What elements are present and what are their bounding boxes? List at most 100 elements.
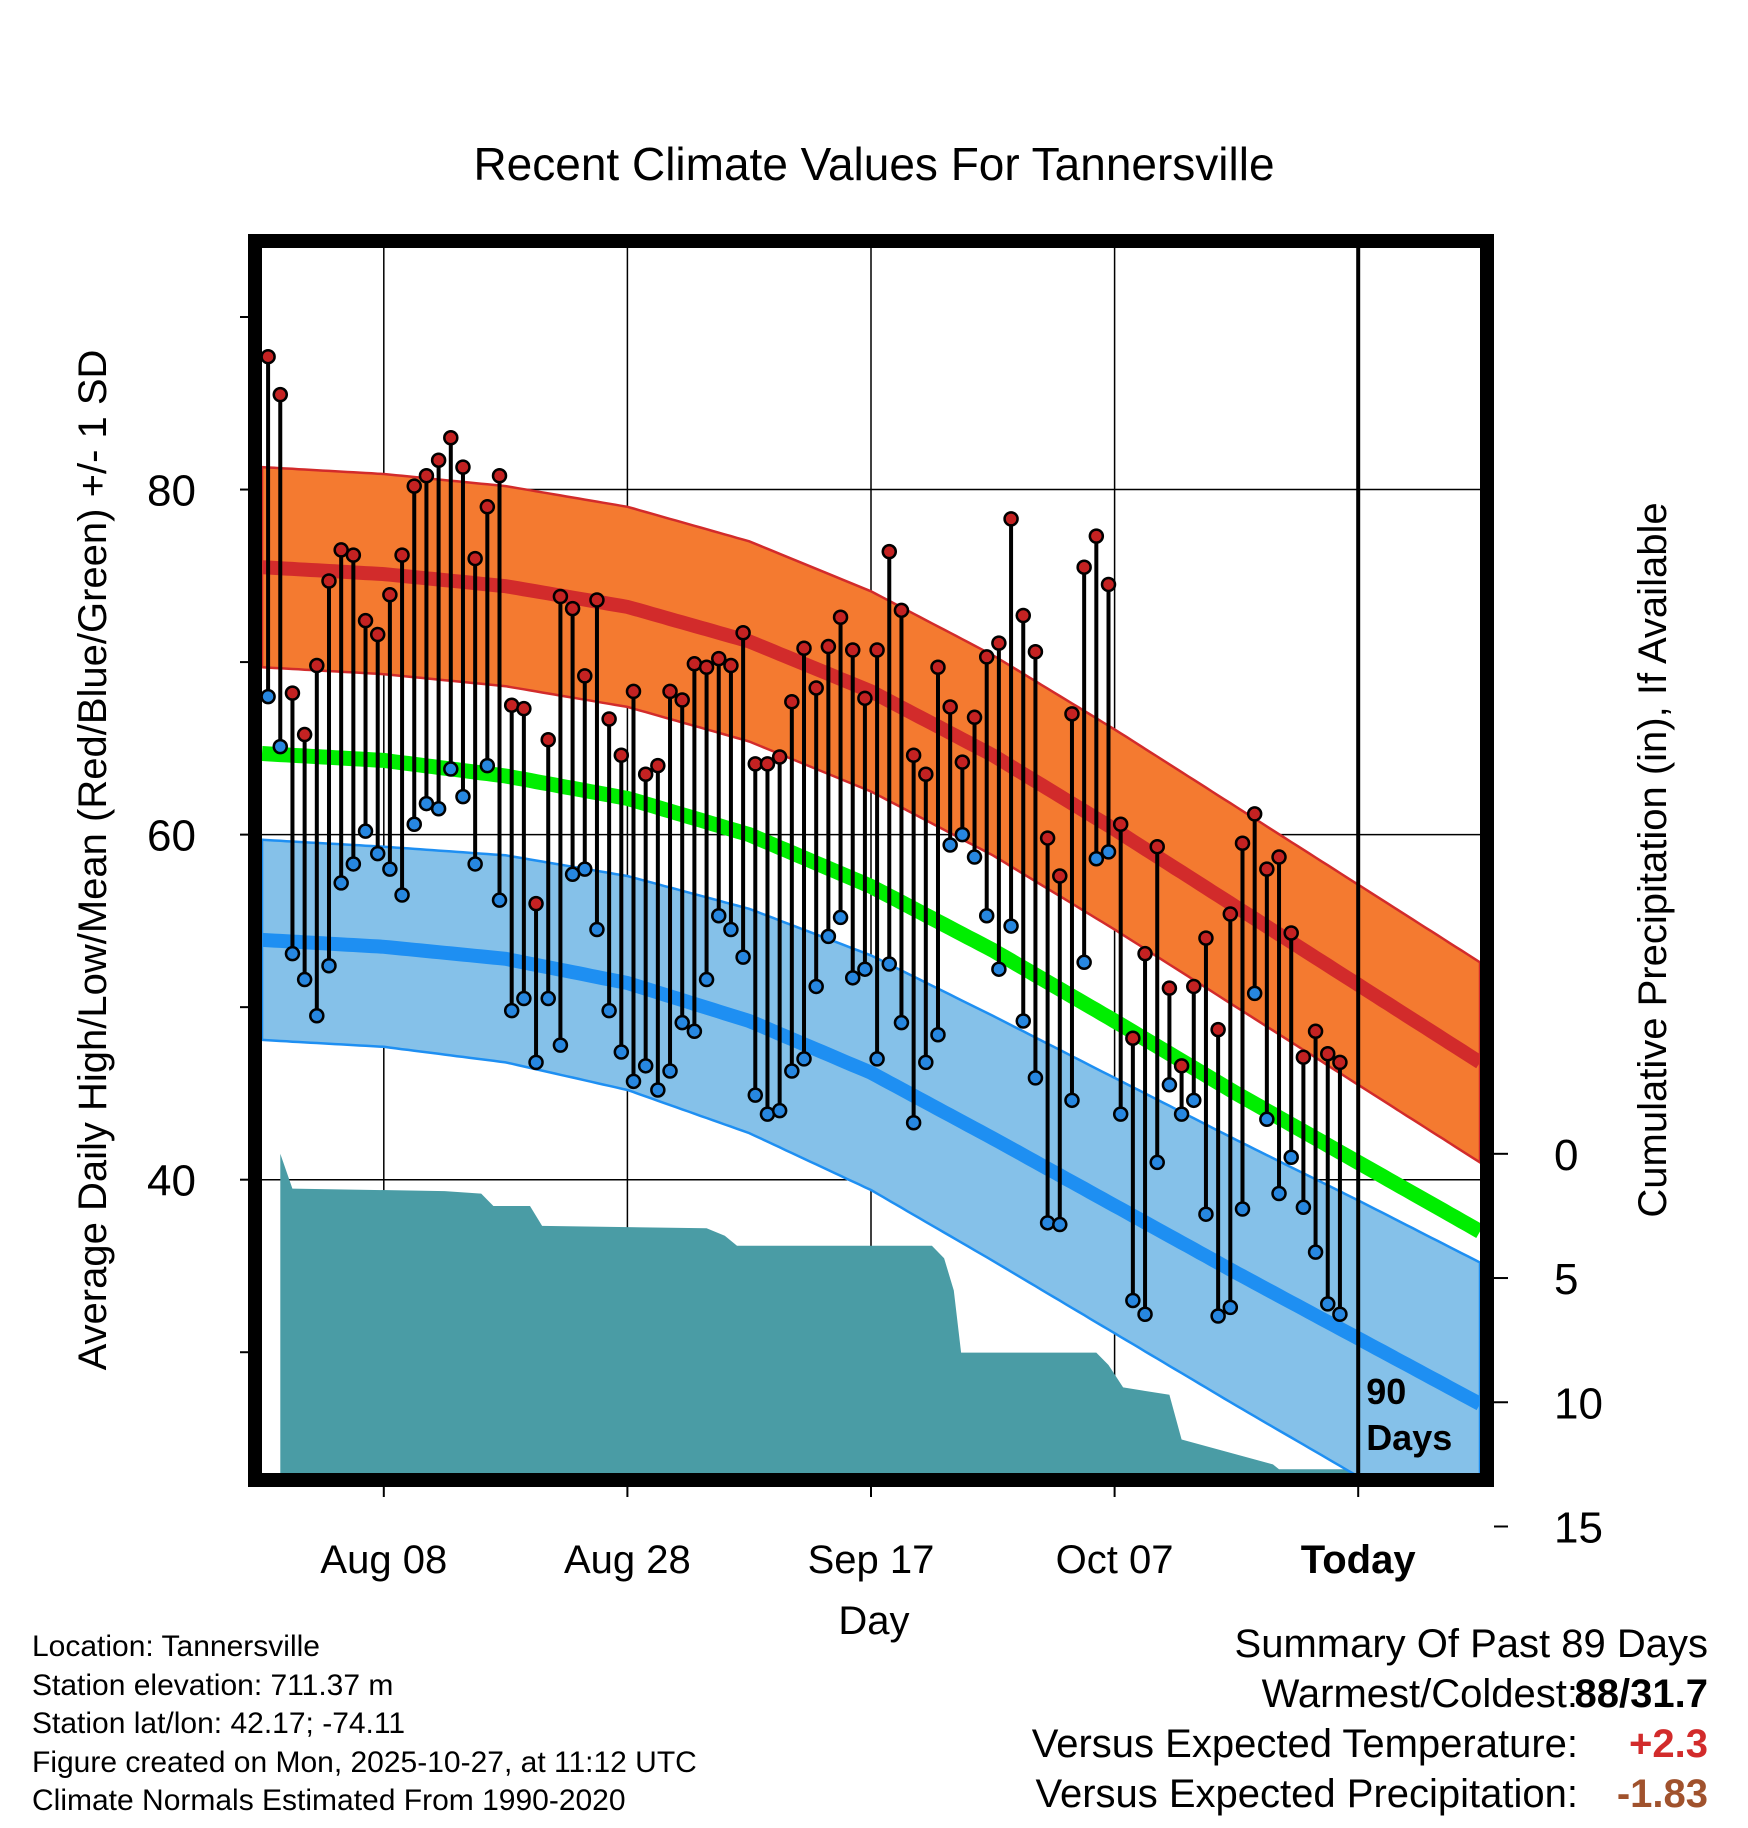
obs-high-dot: [723, 657, 739, 674]
obs-high-dot: [1003, 511, 1019, 527]
obs-low-dot: [711, 907, 727, 924]
obs-high-dot: [1186, 978, 1202, 995]
obs-low-dot: [1052, 1216, 1068, 1233]
obs-high-dot: [1027, 643, 1044, 660]
obs-low-dot: [443, 761, 459, 777]
obs-high-dot: [954, 754, 971, 770]
obs-low-dot: [262, 688, 276, 705]
obs-low-dot: [1210, 1308, 1226, 1324]
obs-high-dot: [869, 642, 885, 658]
chart-title: Recent Climate Values For Tannersville: [473, 138, 1274, 190]
obs-high-dot: [262, 348, 276, 365]
obs-high-dot: [1259, 861, 1275, 877]
obs-low-dot: [491, 892, 508, 908]
obs-low-dot: [309, 1008, 325, 1024]
obs-low-dot: [942, 837, 958, 853]
obs-low-dot: [528, 1054, 544, 1071]
info-elevation: Station elevation: 711.37 m: [32, 1668, 394, 1702]
x-axis: Aug 08 Aug 28 Sep 17 Oct 07 Today: [320, 1487, 1416, 1582]
obs-low-dot: [516, 990, 532, 1007]
obs-low-dot: [1112, 1106, 1129, 1122]
obs-high-dot: [1088, 528, 1105, 544]
obs-low-dot: [771, 1102, 788, 1119]
today-annotation: 90 Days: [1366, 1371, 1452, 1458]
y2-axis-label: Cumulative Precipitation (in), If Availa…: [1631, 502, 1675, 1217]
obs-low-dot: [674, 1014, 690, 1031]
obs-low-dot: [1259, 1111, 1275, 1128]
obs-low-dot: [467, 856, 483, 872]
obs-high-dot: [345, 547, 362, 563]
obs-high-dot: [540, 731, 556, 748]
obs-high-dot: [832, 609, 849, 625]
obs-low-dot: [832, 909, 849, 926]
obs-low-dot: [857, 961, 873, 977]
info-normals: Climate Normals Estimated From 1990-2020: [32, 1784, 626, 1817]
obs-low-dot: [321, 957, 337, 974]
obs-low-dot: [382, 861, 398, 877]
obs-high-dot: [1125, 1030, 1141, 1046]
y2-tick-label: 0: [1554, 1131, 1578, 1180]
obs-low-dot: [747, 1087, 764, 1103]
obs-low-dot: [1027, 1070, 1044, 1086]
obs-high-dot: [296, 726, 313, 743]
obs-high-dot: [394, 547, 410, 563]
x-tick-label: Sep 17: [808, 1538, 935, 1582]
obs-high-dot: [966, 709, 983, 726]
obs-low-dot: [455, 788, 471, 805]
info-created: Figure created on Mon, 2025-10-27, at 11…: [32, 1745, 697, 1779]
obs-high-dot: [467, 550, 483, 567]
obs-low-dot: [1307, 1244, 1324, 1260]
obs-high-dot: [857, 690, 873, 707]
y-tick-label: 60: [147, 812, 196, 861]
y-axis: 40 60 80: [147, 316, 248, 1354]
obs-high-dot: [1307, 1023, 1324, 1040]
obs-low-dot: [1271, 1185, 1287, 1202]
y-axis-label: Average Daily High/Low/Mean (Red/Blue/Gr…: [71, 350, 115, 1371]
obs-low-dot: [991, 961, 1007, 977]
obs-high-dot: [369, 626, 386, 643]
obs-high-dot: [1246, 806, 1263, 822]
obs-low-dot: [345, 856, 362, 872]
obs-low-dot: [1064, 1092, 1080, 1109]
obs-high-dot: [808, 680, 824, 696]
obs-low-dot: [430, 800, 447, 817]
obs-low-dot: [296, 971, 313, 988]
obs-low-dot: [479, 757, 496, 774]
obs-low-dot: [918, 1054, 934, 1071]
obs-low-dot: [1234, 1201, 1251, 1217]
obs-high-dot: [978, 649, 995, 665]
high-sd-band: [262, 465, 1480, 1164]
obs-high-dot: [1052, 868, 1068, 884]
obs-low-dot: [540, 990, 556, 1007]
obs-low-dot: [1283, 1149, 1299, 1166]
obs-low-dot: [735, 949, 751, 965]
obs-low-dot: [394, 887, 410, 903]
obs-high-dot: [1234, 835, 1251, 851]
obs-low-dot: [1015, 1013, 1031, 1029]
obs-high-dot: [735, 625, 751, 641]
obs-high-dot: [309, 657, 325, 674]
obs-low-dot: [1186, 1092, 1202, 1109]
obs-high-dot: [443, 430, 459, 446]
obs-high-dot: [1149, 838, 1165, 855]
obs-low-dot: [1003, 918, 1019, 934]
obs-low-dot: [723, 921, 739, 938]
obs-low-dot: [1332, 1306, 1348, 1323]
obs-low-dot: [1161, 1077, 1178, 1093]
obs-low-dot: [1137, 1306, 1153, 1323]
obs-low-dot: [893, 1014, 910, 1031]
obs-low-dot: [844, 970, 861, 986]
x-tick-label: Today: [1301, 1538, 1417, 1582]
obs-high-dot: [516, 700, 532, 717]
obs-low-dot: [662, 1063, 678, 1079]
obs-low-dot: [1088, 851, 1105, 867]
obs-high-dot: [625, 683, 642, 700]
info-latlon: Station lat/lon: 42.17; -74.11: [32, 1707, 406, 1740]
warm-cold-label: Warmest/Coldest:: [1261, 1672, 1578, 1716]
obs-low-dot: [613, 1044, 630, 1060]
obs-high-dot: [382, 587, 398, 603]
obs-low-dot: [1198, 1206, 1214, 1222]
obs-high-dot: [1283, 925, 1299, 941]
y2-tick-label: 10: [1554, 1379, 1603, 1428]
obs-high-dot: [942, 699, 958, 715]
